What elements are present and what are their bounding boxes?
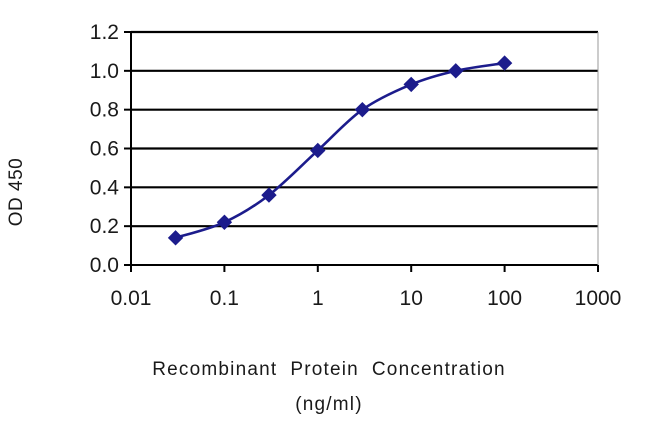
- x-tick-label: 100: [487, 287, 522, 310]
- y-tick-label: 0.0: [90, 254, 119, 277]
- grid-layer: [131, 30, 598, 228]
- y-tick-labels: 0.0 0.2 0.4 0.6 0.8 1.0 1.2: [90, 21, 120, 277]
- x-tick-label: 0.1: [210, 287, 239, 310]
- x-axis-unit: (ng/ml): [295, 394, 363, 415]
- series-line: [175, 61, 505, 240]
- data-point: [261, 187, 277, 203]
- data-point: [448, 63, 464, 79]
- y-tick-label: 0.6: [90, 138, 119, 161]
- data-point: [310, 142, 326, 159]
- x-tick-labels: 0.01 0.1 1 10 100 1000: [111, 287, 622, 310]
- y-tick-label: 0.4: [90, 176, 120, 199]
- data-point: [403, 76, 419, 93]
- data-point: [216, 214, 233, 230]
- x-tick-label: 1: [312, 287, 324, 310]
- y-tick-label: 1.0: [90, 60, 119, 83]
- y-tick-label: 0.8: [90, 99, 119, 122]
- y-tick-label: 0.2: [90, 215, 119, 238]
- data-point: [167, 230, 184, 246]
- y-axis-title: OD 450: [6, 158, 27, 226]
- series-layer: [167, 55, 513, 246]
- x-axis-title: Recombinant Protein Concentration: [152, 359, 506, 380]
- x-tick-label: 0.01: [111, 287, 152, 310]
- data-point: [354, 101, 371, 118]
- data-point: [496, 55, 513, 71]
- y-tick-label: 1.2: [90, 21, 119, 44]
- axis-layer: [124, 31, 599, 272]
- x-tick-label: 1000: [575, 287, 622, 310]
- x-tick-label: 10: [400, 287, 423, 310]
